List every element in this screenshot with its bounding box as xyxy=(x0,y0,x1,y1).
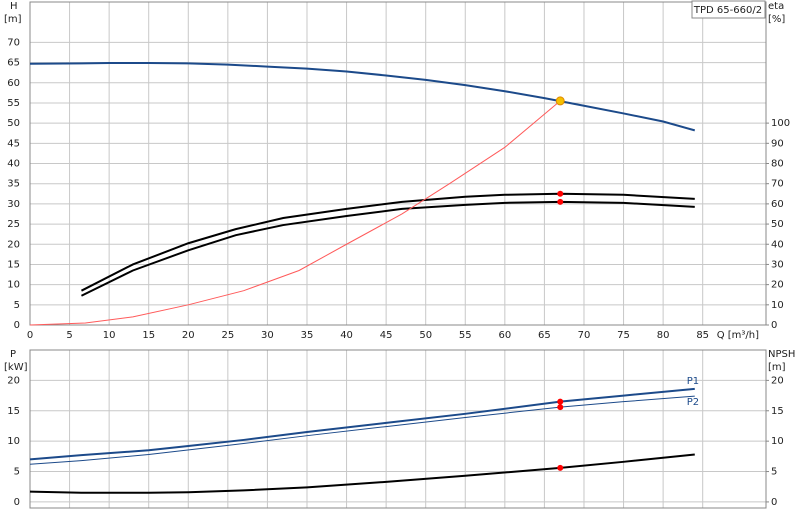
y-tick-label: 70 xyxy=(7,37,20,48)
y-tick-label: 25 xyxy=(7,219,20,230)
x-tick-label: 35 xyxy=(301,330,314,341)
curve xyxy=(29,395,695,465)
x-tick-label: 85 xyxy=(696,330,709,341)
operating-point xyxy=(557,464,564,471)
x-tick-label: 10 xyxy=(103,330,116,341)
y2-tick-label: 0 xyxy=(771,320,777,331)
x-tick-label: 5 xyxy=(66,330,72,341)
title-box xyxy=(691,0,766,19)
y-axis-label: P xyxy=(10,349,16,360)
y-tick-label: 65 xyxy=(7,58,20,69)
y-tick-label: 55 xyxy=(7,98,20,109)
x-tick-label: 80 xyxy=(657,330,670,341)
y-tick-label: 20 xyxy=(7,239,20,250)
y2-tick-label: 30 xyxy=(771,259,784,270)
y2-tick-label: 10 xyxy=(771,300,784,311)
y2-axis-label: eta xyxy=(768,1,784,12)
y2-tick-label: 40 xyxy=(771,239,784,250)
y2-tick-label: 20 xyxy=(771,280,784,291)
x-tick-label: 65 xyxy=(538,330,551,341)
y2-tick-label: 20 xyxy=(771,375,784,386)
y2-axis-unit: [m] xyxy=(768,362,786,373)
y-tick-label: 30 xyxy=(7,199,20,210)
plot-frame xyxy=(29,349,767,509)
y-tick-label: 5 xyxy=(14,300,20,311)
y-tick-label: 50 xyxy=(7,118,20,129)
y2-tick-label: 60 xyxy=(771,199,784,210)
x-tick-label: 75 xyxy=(617,330,630,341)
x-tick-label: 70 xyxy=(578,330,591,341)
y2-tick-label: 50 xyxy=(771,219,784,230)
x-tick-label: 25 xyxy=(221,330,234,341)
operating-point xyxy=(557,404,564,411)
y2-tick-label: 70 xyxy=(771,179,784,190)
operating-point xyxy=(557,190,564,197)
operating-point xyxy=(555,96,565,106)
y2-tick-label: 0 xyxy=(771,497,777,508)
x-tick-label: 0 xyxy=(27,330,33,341)
curve xyxy=(29,453,695,494)
y2-tick-label: 5 xyxy=(771,467,777,478)
x-tick-label: 50 xyxy=(419,330,432,341)
curve xyxy=(80,192,695,292)
y-tick-label: 10 xyxy=(7,436,20,447)
y2-tick-label: 90 xyxy=(771,138,784,149)
y-tick-label: 0 xyxy=(14,497,20,508)
x-tick-label: 20 xyxy=(182,330,195,341)
legend-label: P1 xyxy=(687,376,699,387)
x-tick-label: 15 xyxy=(142,330,155,341)
y-tick-label: 60 xyxy=(7,78,20,89)
y-tick-label: 15 xyxy=(7,259,20,270)
legend-label: P2 xyxy=(687,397,699,408)
y2-tick-label: 80 xyxy=(771,159,784,170)
x-tick-label: 40 xyxy=(340,330,353,341)
operating-point xyxy=(557,398,564,405)
y-tick-label: 45 xyxy=(7,138,20,149)
x-axis-label: Q [m³/h] xyxy=(717,330,759,341)
y-tick-label: 0 xyxy=(14,320,20,331)
x-tick-label: 30 xyxy=(261,330,274,341)
y2-tick-label: 15 xyxy=(771,406,784,417)
y2-axis-label: NPSH xyxy=(768,349,795,360)
chart-title: TPD 65-660/2 xyxy=(693,5,762,16)
y2-axis-unit: [%] xyxy=(768,14,785,25)
plot-frame xyxy=(29,1,767,326)
y-axis-label: H xyxy=(10,1,18,12)
curve xyxy=(29,100,561,326)
curve xyxy=(29,61,696,132)
y-tick-label: 15 xyxy=(7,406,20,417)
y-tick-label: 40 xyxy=(7,159,20,170)
curve xyxy=(29,387,695,461)
y2-tick-label: 100 xyxy=(771,118,790,129)
y-axis-unit: [kW] xyxy=(4,362,28,373)
operating-point xyxy=(557,198,564,205)
y2-tick-label: 10 xyxy=(771,436,784,447)
x-tick-label: 55 xyxy=(459,330,472,341)
y-axis-unit: [m] xyxy=(4,14,22,25)
x-tick-label: 60 xyxy=(498,330,511,341)
x-tick-label: 45 xyxy=(380,330,393,341)
y-tick-label: 20 xyxy=(7,375,20,386)
y-tick-label: 5 xyxy=(14,467,20,478)
curve xyxy=(81,200,695,297)
y-tick-label: 10 xyxy=(7,280,20,291)
y-tick-label: 35 xyxy=(7,179,20,190)
